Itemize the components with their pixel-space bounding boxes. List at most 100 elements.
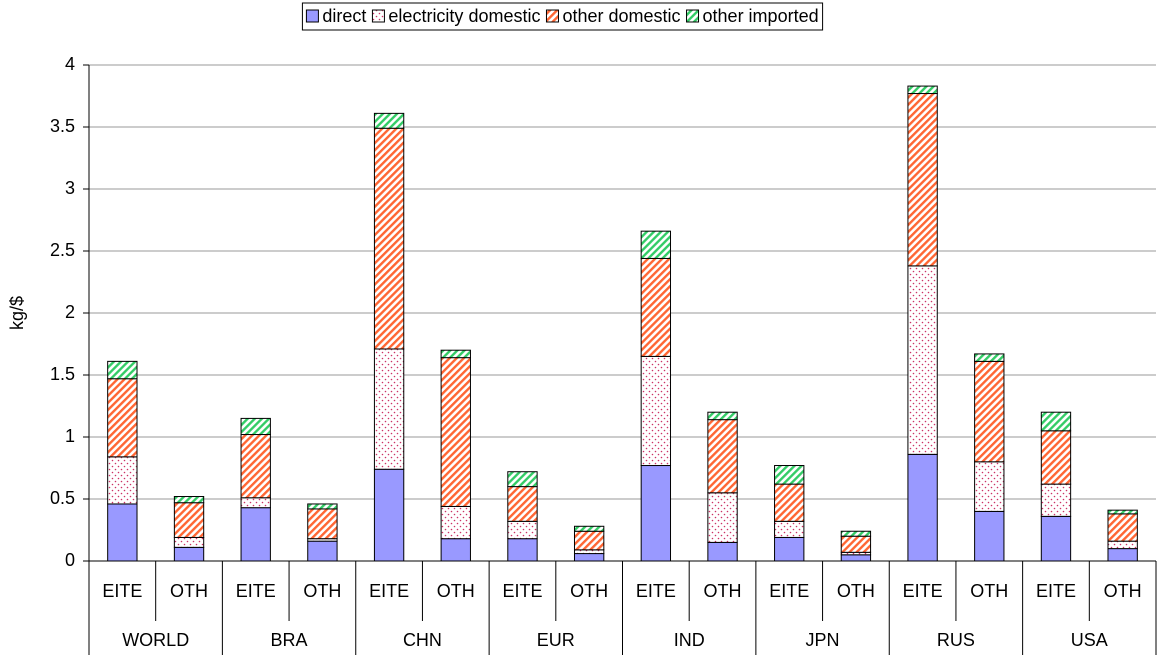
bar-segment: [173, 536, 205, 548]
bar-segment: [107, 503, 138, 562]
bar-segment: [1040, 515, 1072, 562]
x-tick-label: EITE: [102, 581, 142, 601]
x-tick-label: EITE: [1036, 581, 1076, 601]
bar-segment: [974, 510, 1005, 562]
legend: direct electricity domestic other domestic…: [301, 2, 824, 31]
bar-segment: [440, 538, 471, 562]
bar-segment: [640, 355, 672, 467]
bar-segment: [974, 360, 1005, 463]
bar-segment: [440, 357, 471, 507]
bar-segment: [707, 419, 738, 494]
group-label: EUR: [537, 630, 575, 650]
legend-swatch: [686, 9, 700, 23]
group-label: WORLD: [122, 630, 189, 650]
x-tick-label: EITE: [236, 581, 276, 601]
y-tick-label: 4: [65, 54, 75, 74]
bar-segment: [1107, 513, 1138, 542]
bar-segment: [640, 230, 672, 259]
bar-segment: [107, 456, 138, 505]
bar-segment: [507, 520, 538, 540]
legend-box: [301, 2, 824, 31]
legend-label: other imported: [703, 6, 819, 26]
legend-swatch: [545, 9, 559, 23]
bar-segment: [707, 492, 738, 543]
bar-segment: [907, 85, 938, 95]
x-tick-label: OTH: [1104, 581, 1142, 601]
group-label: RUS: [937, 630, 975, 650]
bar-segment: [173, 496, 205, 504]
x-tick-label: OTH: [704, 581, 742, 601]
bar-segment: [440, 505, 471, 540]
group-label: IND: [674, 630, 705, 650]
x-tick-label: EITE: [903, 581, 943, 601]
bar-segment: [573, 525, 605, 532]
bar-segment: [907, 93, 938, 267]
bar-segment: [974, 461, 1005, 512]
x-tick-label: EITE: [636, 581, 676, 601]
bar-segment: [640, 465, 672, 562]
legend-swatch: [371, 9, 385, 23]
bar-segment: [507, 471, 538, 488]
y-tick-label: 2.5: [50, 240, 75, 260]
bar-segment: [840, 535, 872, 553]
bar-segment: [507, 538, 538, 562]
bar-segment: [974, 353, 1005, 362]
bar-segment: [173, 502, 205, 538]
bar-segment: [1040, 411, 1072, 432]
bar-segment: [640, 257, 672, 357]
y-tick-label: 0.5: [50, 488, 75, 508]
y-tick-label: 3: [65, 178, 75, 198]
bar-segment: [440, 349, 471, 359]
bar-segment: [907, 453, 938, 562]
bar-segment: [707, 411, 738, 421]
x-tick-label: OTH: [437, 581, 475, 601]
bar-segment: [373, 348, 405, 470]
bar-segment: [840, 554, 872, 562]
bar-segment: [774, 536, 805, 562]
bar-segment: [774, 465, 805, 485]
bar-segment: [1107, 548, 1138, 562]
y-tick-label: 1: [65, 426, 75, 446]
bar-segment: [774, 520, 805, 538]
bar-segment: [373, 127, 405, 350]
x-tick-label: OTH: [170, 581, 208, 601]
bar-segment: [1040, 430, 1072, 485]
group-label: BRA: [271, 630, 308, 650]
y-tick-label: 1.5: [50, 364, 75, 384]
x-tick-label: OTH: [970, 581, 1008, 601]
bar-segment: [840, 530, 872, 537]
legend-swatch: [305, 9, 319, 23]
y-tick-label: 3.5: [50, 116, 75, 136]
bar-segment: [707, 541, 738, 562]
legend-label: other domestic: [562, 6, 680, 26]
bar-segment: [240, 507, 271, 562]
bar-segment: [373, 112, 405, 129]
bar-segment: [573, 553, 605, 562]
bar-segment: [1107, 509, 1138, 515]
legend-label: electricity domestic: [388, 6, 540, 26]
group-label: CHN: [403, 630, 442, 650]
bar-segment: [1107, 540, 1138, 550]
bar-segment: [573, 549, 605, 555]
bar-segment: [173, 546, 205, 562]
group-label: JPN: [806, 630, 840, 650]
bar-segment: [507, 486, 538, 522]
bar-segment: [573, 530, 605, 551]
bar-segment: [373, 468, 405, 562]
bar-segment: [1040, 483, 1072, 517]
bar-segment: [307, 503, 338, 510]
bar-segment: [240, 434, 271, 499]
group-label: USA: [1071, 630, 1108, 650]
x-tick-label: EITE: [369, 581, 409, 601]
legend-label: direct: [322, 6, 366, 26]
x-tick-label: EITE: [502, 581, 542, 601]
bar-segment: [107, 360, 138, 380]
bar-segment: [907, 265, 938, 455]
x-tick-label: EITE: [769, 581, 809, 601]
bar-segment: [307, 508, 338, 540]
bar-segment: [240, 497, 271, 509]
x-tick-label: OTH: [303, 581, 341, 601]
x-tick-label: OTH: [837, 581, 875, 601]
x-tick-label: OTH: [570, 581, 608, 601]
